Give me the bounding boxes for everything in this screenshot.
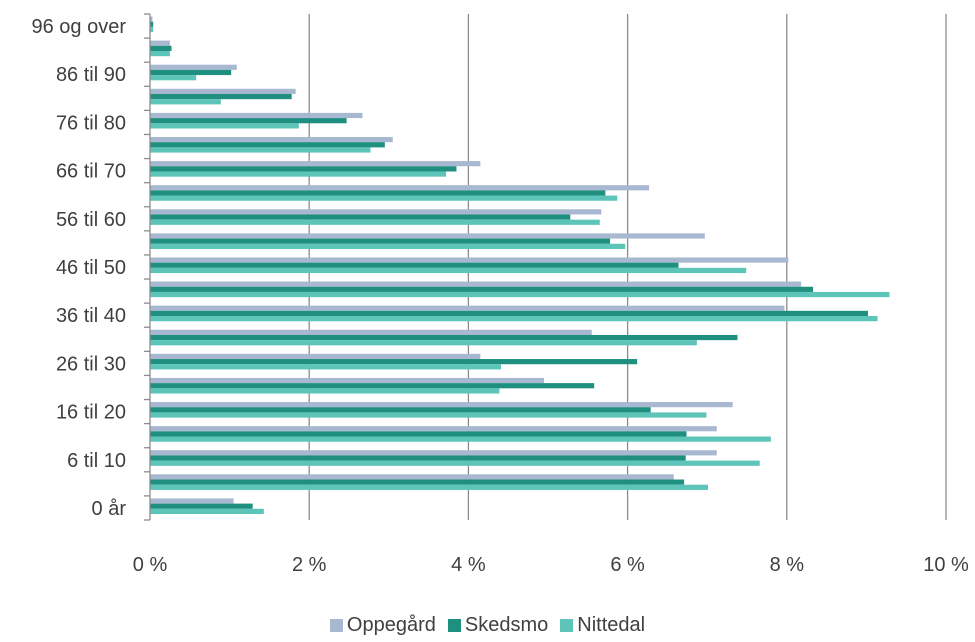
bar [150, 503, 253, 509]
legend-item: Oppegård [329, 614, 436, 637]
bar [150, 436, 771, 442]
bar [150, 214, 571, 220]
bar [150, 257, 789, 263]
bar [150, 388, 500, 394]
bar [150, 267, 747, 274]
y-tick-label: 66 til 70 [56, 161, 126, 183]
legend-label: Oppegård [346, 614, 436, 636]
bar [150, 450, 717, 456]
bar [150, 147, 371, 153]
bar [150, 377, 545, 384]
y-tick-label: 6 til 10 [67, 450, 126, 472]
bar [150, 310, 868, 317]
bar [150, 498, 234, 504]
bar [150, 329, 592, 335]
bar [150, 340, 697, 346]
bar [150, 479, 685, 485]
legend-item: Skedsmo [447, 614, 549, 637]
bar [150, 69, 232, 76]
y-axis: 0 år 6 til 10 16 til 20 26 til 30 36 til 40 4… [31, 13, 151, 521]
bar [150, 233, 705, 239]
bar [150, 16, 153, 22]
bar [150, 383, 595, 389]
bar [150, 64, 237, 70]
bar [150, 161, 481, 167]
y-tick-label: 36 til 40 [56, 305, 126, 327]
y-tick-label: 0 år [92, 498, 127, 520]
y-tick-label: 46 til 50 [56, 257, 126, 279]
bar [150, 142, 385, 148]
y-tick-label: 86 til 90 [56, 64, 126, 86]
bar [150, 50, 170, 57]
bar [150, 75, 197, 81]
bar [150, 286, 814, 292]
bar [150, 171, 447, 177]
y-tick-label: 96 og over [31, 16, 126, 38]
legend-item: Nittedal [560, 614, 645, 637]
bar [150, 316, 878, 322]
bar [150, 353, 481, 360]
bar [150, 190, 606, 196]
bar [150, 93, 292, 100]
x-tick-label: 2 % [292, 554, 327, 576]
bar [150, 112, 363, 119]
bar [150, 291, 890, 298]
bar [150, 484, 708, 490]
bar [150, 26, 154, 33]
bar [150, 136, 393, 143]
bar [150, 195, 618, 201]
bar [150, 305, 785, 311]
legend: Oppegård Skedsmo Nittedal [0, 614, 975, 637]
bar [150, 209, 602, 215]
bar [150, 219, 600, 225]
x-axis-tick-labels: 0 % 2 % 4 % 6 % 8 % 10 % [133, 554, 969, 576]
bar [150, 21, 154, 27]
x-tick-label: 4 % [451, 554, 486, 576]
bar [150, 508, 264, 515]
bar [150, 364, 502, 370]
bar [150, 359, 638, 365]
bar [150, 243, 626, 249]
x-tick-label: 8 % [770, 554, 805, 576]
bar [150, 334, 738, 341]
bar [150, 118, 347, 124]
legend-label: Nittedal [577, 614, 646, 636]
bar [150, 431, 687, 437]
y-tick-label: 16 til 20 [56, 402, 126, 424]
bar [150, 185, 650, 191]
bar [150, 238, 611, 244]
bar [150, 455, 686, 461]
y-tick-label: 26 til 30 [56, 353, 126, 375]
bar [150, 40, 170, 46]
legend-swatch [447, 619, 461, 632]
bar [150, 123, 299, 129]
x-tick-label: 10 % [923, 554, 969, 576]
legend-swatch [329, 619, 343, 632]
bars [150, 16, 890, 515]
legend-label: Skedsmo [464, 614, 549, 636]
bar [150, 460, 760, 466]
x-tick-label: 6 % [610, 554, 645, 576]
legend-swatch [560, 619, 574, 632]
bar [150, 474, 674, 480]
y-tick-label: 56 til 60 [56, 209, 126, 231]
bar [150, 281, 802, 287]
bar [150, 88, 296, 94]
y-tick-label: 76 til 80 [56, 112, 126, 134]
bar [150, 407, 651, 413]
x-tick-label: 0 % [133, 554, 168, 576]
bar [150, 166, 457, 172]
bar [150, 402, 733, 408]
bar [150, 262, 679, 268]
bar [150, 426, 717, 432]
bar [150, 412, 707, 418]
bar [150, 45, 172, 51]
bar [150, 99, 221, 105]
